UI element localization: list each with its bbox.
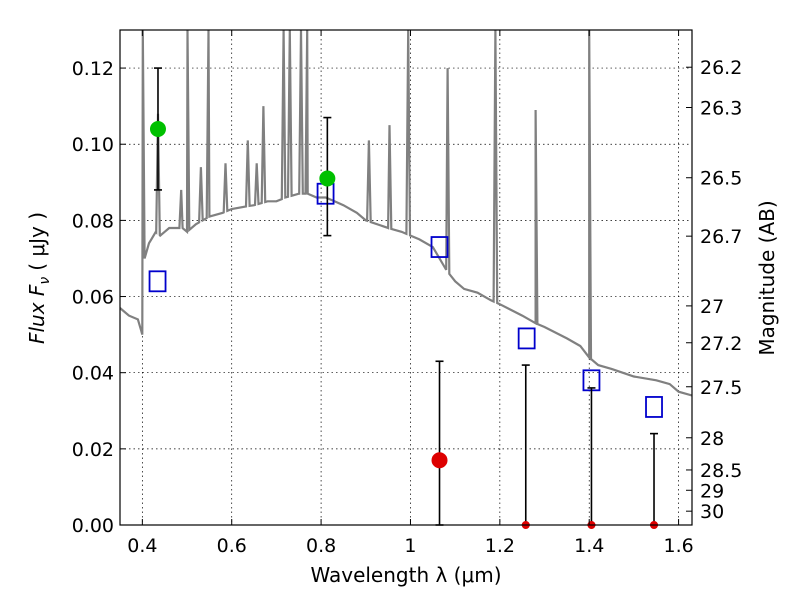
y-axis-label-subscript: ν [37,277,53,285]
y-tick-label: 0.00 [72,515,114,537]
photometry-layer [148,67,663,529]
y2-tick-label: 29 [700,480,724,502]
y2-tick-label: 27.5 [700,377,742,399]
y-tick-label: 0.08 [72,210,114,232]
axis-ticks: 0.4 0.6 0.8 1 1.2 1.4 1.6 0.00 0.02 0.04 0.06 0.08 0… [72,30,742,557]
y2-tick-label: 26.7 [700,226,742,248]
x-tick-label: 0.4 [127,535,157,557]
x-tick-label: 1.6 [663,535,693,557]
y-axis-label: Flux Fν ( μJy ) [25,212,53,344]
y-tick-label: 0.02 [72,439,114,461]
model-point-square [148,270,167,293]
model-point-square [430,236,449,258]
y2-tick-label: 28 [700,428,724,450]
y-tick-label: 0.10 [72,134,114,156]
x-tick-label: 1 [404,535,416,557]
x-tick-label: 0.6 [217,535,247,557]
x-tick-label: 1.4 [574,535,604,557]
grid-lines [120,30,692,526]
y2-tick-label: 27 [700,296,724,318]
y2-tick-label: 26.2 [700,57,742,79]
y-axis-label-main: Flux F [25,284,49,344]
y2-tick-label: 30 [700,501,724,523]
model-point-square [517,327,536,350]
y-tick-label: 0.12 [72,58,114,80]
x-axis-label: Wavelength λ (μm) [310,563,501,587]
y-tick-label: 0.04 [72,363,114,385]
x-tick-label: 0.8 [306,535,336,557]
non-detection-point [431,452,448,469]
y2-tick-label: 26.5 [700,168,742,190]
y2-tick-label: 26.3 [700,97,742,119]
model-point-square [645,396,663,418]
y-tick-label: 0.06 [72,287,114,309]
model-sed-layer [120,30,692,397]
detection-point [149,121,166,137]
model-sed-line [120,30,692,397]
x-tick-label: 1.2 [485,535,515,557]
y2-axis-label: Magnitude (AB) [755,200,779,355]
plot-frame [119,29,693,526]
y2-tick-label: 28.5 [700,460,742,482]
detection-point [319,170,336,187]
y2-tick-label: 27.2 [700,333,742,355]
y-axis-label-unit: ( μJy ) [25,212,49,271]
